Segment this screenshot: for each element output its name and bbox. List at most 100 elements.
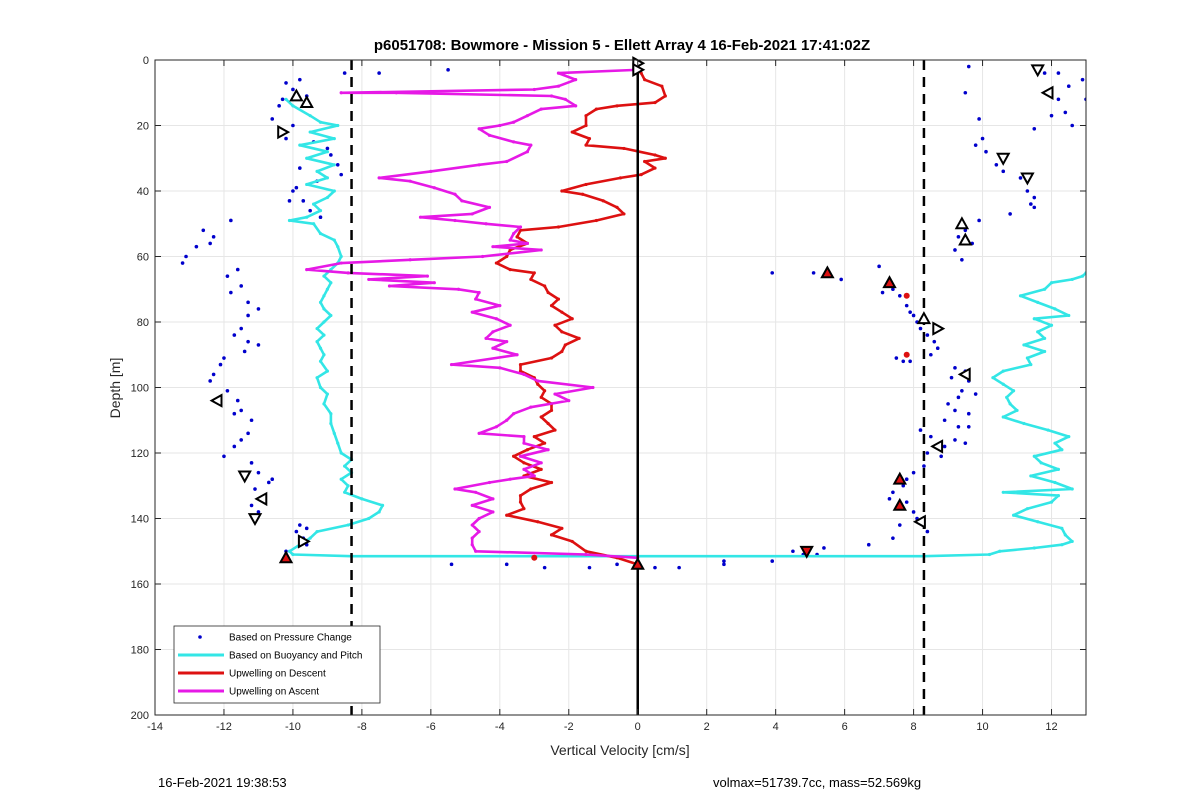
pressure-change-point — [677, 566, 681, 570]
y-tick-label: 180 — [131, 645, 149, 657]
pressure-change-point — [212, 235, 216, 239]
series-point — [540, 415, 543, 418]
series-point — [333, 239, 336, 242]
series-point — [1060, 543, 1063, 546]
pressure-change-point — [895, 356, 899, 360]
series-point — [1019, 294, 1022, 297]
series-point — [315, 327, 318, 330]
pressure-change-point — [943, 445, 947, 449]
series-point — [509, 478, 512, 481]
series-point — [540, 396, 543, 399]
pressure-change-point — [246, 432, 250, 436]
series-point — [660, 85, 663, 88]
pressure-change-point — [222, 454, 226, 458]
series-point — [426, 275, 429, 278]
pressure-change-point — [253, 487, 257, 491]
x-tick-label: 6 — [842, 721, 848, 733]
series-point — [1009, 402, 1012, 405]
series-point — [1002, 370, 1005, 373]
series-point — [322, 275, 325, 278]
pressure-change-point — [233, 445, 237, 449]
series-point — [319, 301, 322, 304]
series-point — [1057, 494, 1060, 497]
pressure-change-point — [1057, 98, 1061, 102]
pressure-change-point — [1001, 170, 1005, 174]
series-point — [305, 268, 308, 271]
pressure-change-point — [233, 412, 237, 416]
pressure-change-point — [250, 418, 254, 422]
series-point — [1060, 527, 1063, 530]
series-point — [1071, 487, 1074, 490]
pressure-change-point — [1032, 127, 1036, 131]
series-point — [367, 278, 370, 281]
series-point — [1060, 448, 1063, 451]
pressure-change-point — [246, 340, 250, 344]
series-point — [336, 124, 339, 127]
series-point — [519, 363, 522, 366]
series-point — [1022, 422, 1025, 425]
series-point — [312, 203, 315, 206]
series-point — [664, 157, 667, 160]
pressure-change-point — [270, 477, 274, 481]
series-point — [622, 212, 625, 215]
x-tick-label: -12 — [216, 721, 232, 733]
series-point — [495, 425, 498, 428]
pressure-change-point — [791, 549, 795, 553]
pressure-change-point — [770, 559, 774, 563]
series-point — [533, 435, 536, 438]
x-tick-label: -4 — [495, 721, 505, 733]
series-point — [1029, 363, 1032, 366]
series-point — [1053, 481, 1056, 484]
pressure-change-point — [1029, 202, 1033, 206]
pressure-change-point — [960, 389, 964, 393]
series-point — [322, 334, 325, 337]
footer-timestamp: 16-Feb-2021 19:38:53 — [158, 775, 287, 790]
series-point — [453, 219, 456, 222]
pressure-change-point — [288, 199, 292, 203]
pressure-change-point — [505, 563, 509, 567]
pressure-change-point — [953, 248, 957, 252]
series-point — [1036, 330, 1039, 333]
y-tick-label: 40 — [137, 186, 149, 198]
x-tick-label: 0 — [635, 721, 641, 733]
series-point — [557, 225, 560, 228]
series-point — [305, 216, 308, 219]
series-point — [478, 517, 481, 520]
series-point — [409, 258, 412, 261]
series-point — [1046, 428, 1049, 431]
pressure-change-point — [995, 163, 999, 167]
series-point — [512, 140, 515, 143]
series-point — [360, 497, 363, 500]
series-point — [1064, 533, 1067, 536]
pressure-change-point — [977, 117, 981, 121]
pressure-change-point — [1064, 111, 1068, 115]
series-point — [519, 494, 522, 497]
x-tick-label: 12 — [1045, 721, 1057, 733]
pressure-change-point — [298, 78, 302, 82]
series-point — [367, 517, 370, 520]
series-point — [1067, 314, 1070, 317]
chart-title: p6051708: Bowmore - Mission 5 - Ellett A… — [374, 37, 870, 54]
pressure-change-point — [957, 425, 961, 429]
x-tick-label: 4 — [773, 721, 779, 733]
series-point — [488, 134, 491, 137]
pressure-change-point — [653, 566, 657, 570]
series-point — [319, 209, 322, 212]
series-point — [319, 386, 322, 389]
pressure-change-point — [588, 566, 592, 570]
pressure-change-point — [239, 327, 243, 331]
series-point — [1015, 409, 1018, 412]
series-point — [619, 176, 622, 179]
pressure-change-point — [974, 392, 978, 396]
series-point — [336, 245, 339, 248]
series-point — [512, 412, 515, 415]
pressure-change-point — [967, 412, 971, 416]
series-point — [453, 487, 456, 490]
series-point — [1050, 281, 1053, 284]
series-point — [329, 422, 332, 425]
series-point — [653, 153, 656, 156]
series-point — [567, 399, 570, 402]
series-point — [291, 553, 294, 556]
pressure-change-point — [246, 314, 250, 318]
series-point — [560, 189, 563, 192]
